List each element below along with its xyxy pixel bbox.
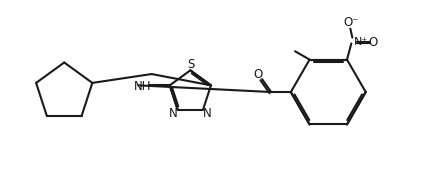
Text: S: S	[187, 58, 195, 71]
Text: O⁻: O⁻	[344, 16, 359, 29]
Text: O: O	[368, 36, 377, 49]
Text: N: N	[203, 107, 211, 119]
Text: N: N	[169, 107, 178, 119]
Text: NH: NH	[134, 80, 152, 93]
Text: N⁺: N⁺	[354, 37, 368, 47]
Text: O: O	[253, 68, 263, 81]
